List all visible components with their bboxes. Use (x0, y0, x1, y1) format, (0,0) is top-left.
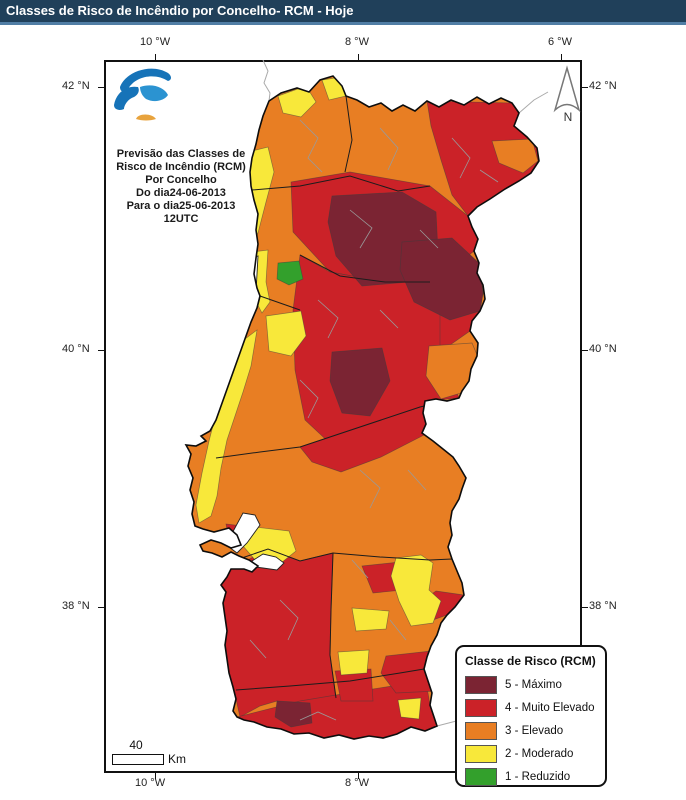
axis-label-right-38n: 38 °N (589, 600, 617, 612)
tick (582, 350, 588, 351)
portugal-risk-map (184, 60, 582, 740)
legend-label: 4 - Muito Elevado (505, 701, 595, 714)
legend-row: 4 - Muito Elevado (465, 697, 597, 718)
legend-row: 5 - Máximo (465, 674, 597, 695)
tick (582, 607, 588, 608)
tick (582, 87, 588, 88)
tick (561, 54, 562, 60)
tick (98, 87, 104, 88)
logo-sand (136, 114, 156, 121)
axis-label-left-38n: 38 °N (62, 600, 90, 612)
tick (98, 350, 104, 351)
axis-label-left-42n: 42 °N (62, 80, 90, 92)
tick (358, 54, 359, 60)
axis-label-right-42n: 42 °N (589, 80, 617, 92)
tick (358, 773, 359, 779)
scale-bar (112, 754, 164, 765)
legend-row: 3 - Elevado (465, 720, 597, 741)
info-line: Por Concelho (145, 174, 217, 186)
axis-label-left-40n: 40 °N (62, 343, 90, 355)
info-line: 12UTC (163, 213, 199, 225)
scale-bar-unit: Km (168, 752, 186, 766)
legend-swatch-muito-elevado (465, 698, 497, 717)
tick (155, 54, 156, 60)
north-arrow-label: N (563, 110, 573, 124)
legend: Classe de Risco (RCM) 5 - Máximo 4 - Mui… (455, 645, 607, 787)
logo-wave-right (140, 85, 168, 102)
axis-label-bottom-10w: 10 °W (135, 777, 166, 789)
info-line: Previsão das Classes de (116, 148, 246, 160)
legend-row: 1 - Reduzido (465, 766, 597, 787)
legend-swatch-maximo (465, 675, 497, 694)
legend-label: 5 - Máximo (505, 678, 562, 691)
legend-title: Classe de Risco (RCM) (465, 654, 596, 668)
info-block: Previsão das Classes de Risco de Incêndi… (106, 148, 256, 226)
legend-swatch-moderado (465, 744, 497, 763)
tick (98, 607, 104, 608)
axis-label-top-6w: 6 °W (548, 36, 572, 48)
legend-swatch-reduzido (465, 767, 497, 786)
logo-wave-top (120, 68, 171, 92)
logo-wave-left (114, 86, 139, 110)
portugal-outline (184, 75, 540, 740)
page-title: Classes de Risco de Incêndio por Concelh… (6, 3, 354, 18)
info-line: Para o dia25-06-2013 (126, 200, 236, 212)
title-bar: Classes de Risco de Incêndio por Concelh… (0, 0, 686, 25)
axis-label-bottom-8w: 8 °W (345, 777, 369, 789)
info-line: Risco de Incêndio (RCM) (116, 161, 246, 173)
info-line: Do dia24-06-2013 (136, 187, 226, 199)
legend-label: 2 - Moderado (505, 747, 574, 760)
north-arrow-icon (553, 65, 581, 113)
legend-label: 1 - Reduzido (505, 770, 571, 783)
municipal-border-lines (249, 119, 499, 721)
scale-bar-distance: 40 (129, 738, 143, 752)
axis-label-top-10w: 10 °W (140, 36, 171, 48)
legend-swatch-elevado (465, 721, 497, 740)
legend-row: 2 - Moderado (465, 743, 597, 764)
tick (155, 773, 156, 779)
axis-label-top-8w: 8 °W (345, 36, 369, 48)
legend-label: 3 - Elevado (505, 724, 564, 737)
axis-label-right-40n: 40 °N (589, 343, 617, 355)
ipma-logo (114, 68, 171, 121)
